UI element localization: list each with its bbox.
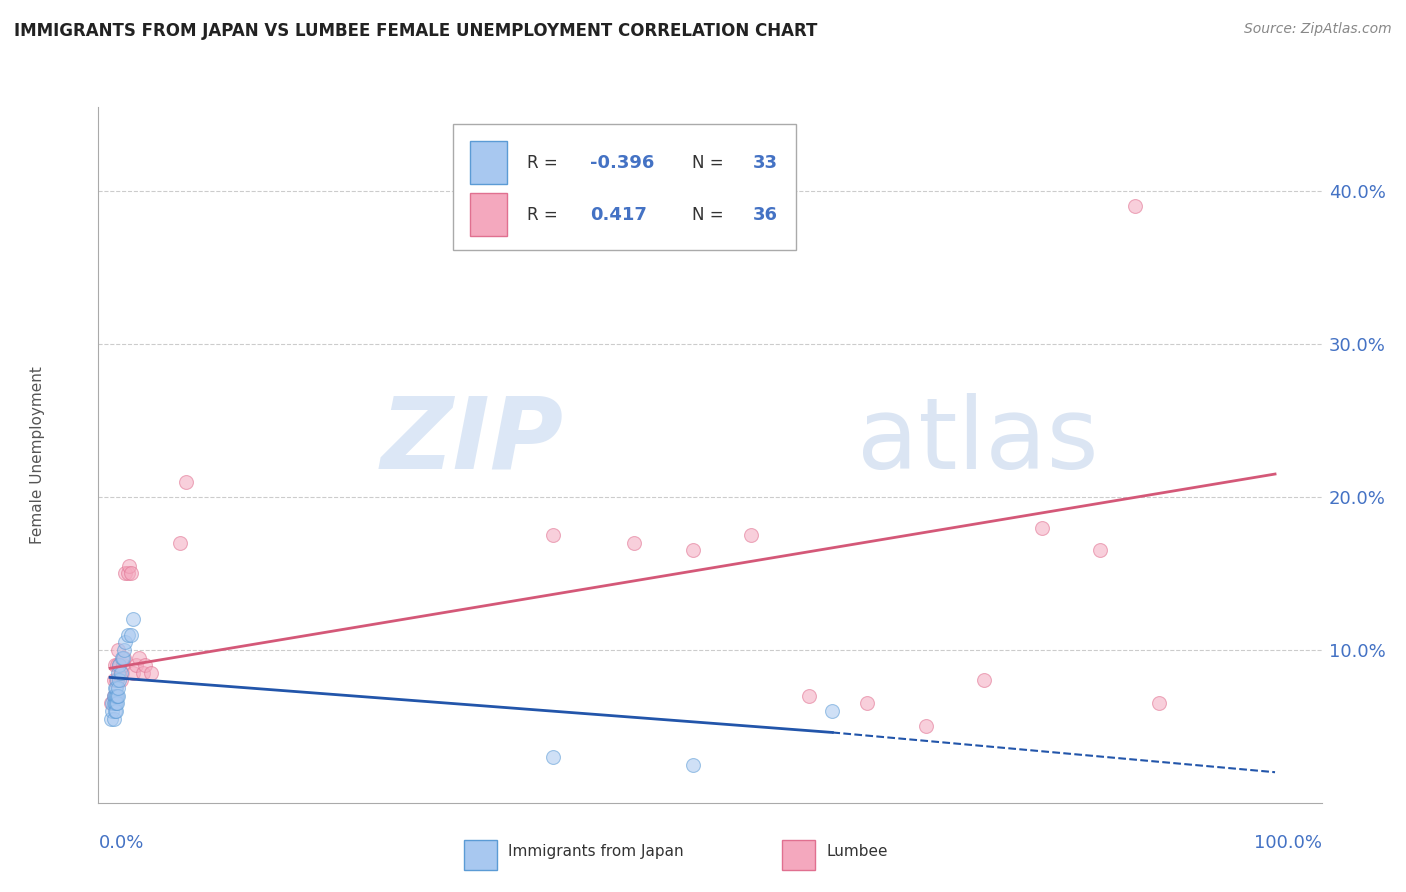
Point xyxy=(623,536,645,550)
Point xyxy=(111,665,134,680)
Point xyxy=(541,750,564,764)
Point xyxy=(104,697,127,711)
Point xyxy=(104,704,127,718)
Text: -0.396: -0.396 xyxy=(591,153,655,171)
Point xyxy=(104,704,127,718)
FancyBboxPatch shape xyxy=(464,840,498,870)
Point xyxy=(1123,199,1146,213)
Text: N =: N = xyxy=(692,153,728,171)
Point xyxy=(1031,520,1053,534)
Point xyxy=(103,697,125,711)
Text: Lumbee: Lumbee xyxy=(827,844,887,859)
Point xyxy=(541,528,564,542)
Point xyxy=(120,566,142,581)
Point xyxy=(104,658,127,673)
Text: Immigrants from Japan: Immigrants from Japan xyxy=(508,844,683,859)
Point xyxy=(128,650,150,665)
Point xyxy=(107,643,129,657)
Point xyxy=(914,719,936,733)
Point xyxy=(107,681,129,695)
Text: IMMIGRANTS FROM JAPAN VS LUMBEE FEMALE UNEMPLOYMENT CORRELATION CHART: IMMIGRANTS FROM JAPAN VS LUMBEE FEMALE U… xyxy=(14,22,817,40)
Point xyxy=(105,673,128,688)
Point xyxy=(104,689,127,703)
Point xyxy=(111,650,134,665)
Point xyxy=(105,658,128,673)
Point xyxy=(134,658,156,673)
Point xyxy=(101,704,124,718)
Point xyxy=(139,665,162,680)
Point xyxy=(122,612,145,626)
Point xyxy=(117,627,139,641)
Point xyxy=(111,650,134,665)
Point xyxy=(100,697,122,711)
Point xyxy=(131,665,153,680)
Text: Source: ZipAtlas.com: Source: ZipAtlas.com xyxy=(1244,22,1392,37)
Point xyxy=(169,536,191,550)
Point xyxy=(104,681,127,695)
FancyBboxPatch shape xyxy=(453,124,796,250)
Text: R =: R = xyxy=(526,153,562,171)
Text: 36: 36 xyxy=(752,206,778,224)
Point xyxy=(101,697,124,711)
Text: 33: 33 xyxy=(752,153,778,171)
Text: 0.417: 0.417 xyxy=(591,206,647,224)
Point xyxy=(104,673,127,688)
FancyBboxPatch shape xyxy=(470,141,508,185)
Point xyxy=(103,712,125,726)
Point xyxy=(105,689,128,703)
Point xyxy=(103,689,125,703)
Point xyxy=(108,673,131,688)
Point xyxy=(682,543,704,558)
Point xyxy=(118,558,141,573)
Point xyxy=(740,528,762,542)
Text: R =: R = xyxy=(526,206,568,224)
Point xyxy=(107,665,129,680)
Text: Female Unemployment: Female Unemployment xyxy=(30,366,45,544)
Point xyxy=(122,665,145,680)
Text: N =: N = xyxy=(692,206,728,224)
FancyBboxPatch shape xyxy=(470,194,508,236)
Point xyxy=(112,650,135,665)
Point xyxy=(111,658,134,673)
Point xyxy=(108,658,131,673)
Point xyxy=(110,673,132,688)
Point xyxy=(105,697,128,711)
Point xyxy=(117,566,139,581)
Point xyxy=(114,566,136,581)
Point xyxy=(973,673,995,688)
Point xyxy=(112,643,135,657)
Text: ZIP: ZIP xyxy=(380,392,564,490)
Point xyxy=(104,681,127,695)
Point xyxy=(103,689,125,703)
FancyBboxPatch shape xyxy=(782,840,815,870)
Point xyxy=(103,673,125,688)
Point xyxy=(682,757,704,772)
Point xyxy=(1090,543,1112,558)
Point xyxy=(174,475,197,489)
Text: 100.0%: 100.0% xyxy=(1254,834,1322,852)
Text: atlas: atlas xyxy=(856,392,1098,490)
Point xyxy=(100,712,122,726)
Point xyxy=(125,658,148,673)
Point xyxy=(114,635,136,649)
Point xyxy=(104,697,127,711)
Point xyxy=(120,627,142,641)
Point xyxy=(110,665,132,680)
Point xyxy=(856,697,879,711)
Point xyxy=(108,658,131,673)
Point xyxy=(107,689,129,703)
Point xyxy=(1147,697,1170,711)
Point xyxy=(104,689,127,703)
Text: 0.0%: 0.0% xyxy=(98,834,143,852)
Point xyxy=(821,704,844,718)
Point xyxy=(797,689,820,703)
